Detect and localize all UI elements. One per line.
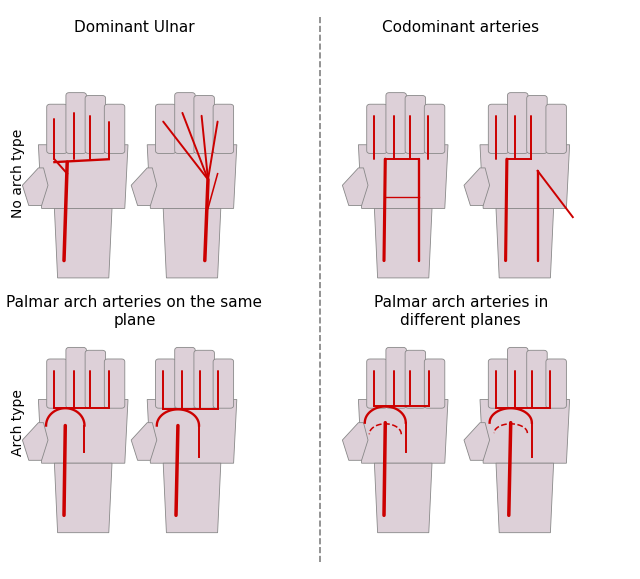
FancyBboxPatch shape <box>104 104 125 153</box>
FancyBboxPatch shape <box>156 104 176 153</box>
FancyBboxPatch shape <box>508 347 528 408</box>
FancyBboxPatch shape <box>367 359 387 408</box>
Polygon shape <box>131 423 157 460</box>
Polygon shape <box>54 208 112 278</box>
Polygon shape <box>163 208 221 278</box>
FancyBboxPatch shape <box>546 104 566 153</box>
Polygon shape <box>464 168 490 206</box>
FancyBboxPatch shape <box>546 359 566 408</box>
Polygon shape <box>480 400 570 463</box>
FancyBboxPatch shape <box>527 350 547 408</box>
FancyBboxPatch shape <box>527 96 547 153</box>
Polygon shape <box>54 463 112 533</box>
FancyBboxPatch shape <box>488 359 509 408</box>
Polygon shape <box>464 423 490 460</box>
FancyBboxPatch shape <box>424 359 445 408</box>
FancyBboxPatch shape <box>424 104 445 153</box>
Text: Palmar arch arteries on the same
plane: Palmar arch arteries on the same plane <box>6 295 262 328</box>
Polygon shape <box>496 463 554 533</box>
Polygon shape <box>163 463 221 533</box>
FancyBboxPatch shape <box>194 96 214 153</box>
Polygon shape <box>147 145 237 208</box>
Text: No arch type: No arch type <box>11 129 25 218</box>
Polygon shape <box>374 463 432 533</box>
Polygon shape <box>342 168 368 206</box>
Polygon shape <box>480 145 570 208</box>
FancyBboxPatch shape <box>175 93 195 153</box>
FancyBboxPatch shape <box>508 93 528 153</box>
FancyBboxPatch shape <box>104 359 125 408</box>
FancyBboxPatch shape <box>488 104 509 153</box>
Polygon shape <box>22 168 48 206</box>
Polygon shape <box>358 400 448 463</box>
Text: Dominant Ulnar: Dominant Ulnar <box>74 20 195 35</box>
Polygon shape <box>38 400 128 463</box>
FancyBboxPatch shape <box>386 93 406 153</box>
FancyBboxPatch shape <box>405 96 426 153</box>
Polygon shape <box>342 423 368 460</box>
FancyBboxPatch shape <box>66 93 86 153</box>
Polygon shape <box>374 208 432 278</box>
FancyBboxPatch shape <box>85 350 106 408</box>
FancyBboxPatch shape <box>405 350 426 408</box>
FancyBboxPatch shape <box>156 359 176 408</box>
Polygon shape <box>358 145 448 208</box>
Polygon shape <box>496 208 554 278</box>
FancyBboxPatch shape <box>213 359 234 408</box>
FancyBboxPatch shape <box>213 104 234 153</box>
FancyBboxPatch shape <box>47 104 67 153</box>
Text: Codominant arteries: Codominant arteries <box>382 20 540 35</box>
FancyBboxPatch shape <box>386 347 406 408</box>
FancyBboxPatch shape <box>85 96 106 153</box>
FancyBboxPatch shape <box>66 347 86 408</box>
Text: Palmar arch arteries in
different planes: Palmar arch arteries in different planes <box>374 295 548 328</box>
FancyBboxPatch shape <box>47 359 67 408</box>
Polygon shape <box>38 145 128 208</box>
Polygon shape <box>147 400 237 463</box>
FancyBboxPatch shape <box>367 104 387 153</box>
Text: Arch type: Arch type <box>11 389 25 456</box>
FancyBboxPatch shape <box>175 347 195 408</box>
FancyBboxPatch shape <box>194 350 214 408</box>
Polygon shape <box>22 423 48 460</box>
Polygon shape <box>131 168 157 206</box>
